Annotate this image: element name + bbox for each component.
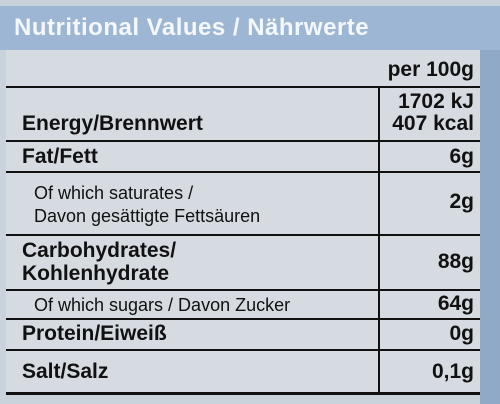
rule <box>6 140 480 142</box>
value: 2g <box>449 190 474 213</box>
title: Nutritional Values / Nährwerte <box>14 14 370 41</box>
value: 407 kcal <box>392 112 474 135</box>
row-label: Fat/Fett <box>22 145 98 168</box>
rule <box>6 234 480 236</box>
row-label: Carbohydrates/ <box>22 239 177 262</box>
row-label: Kohlenhydrate <box>22 262 170 285</box>
value: 6g <box>449 145 474 168</box>
column-header: per 100g <box>387 58 474 81</box>
value: 88g <box>437 250 474 273</box>
rule <box>6 349 480 351</box>
rule <box>6 392 480 395</box>
rule <box>6 289 480 291</box>
value: 0,1g <box>431 360 474 383</box>
value: 64g <box>437 292 474 315</box>
column-divider <box>378 86 380 394</box>
row-label: Davon gesättigte Fettsäuren <box>34 206 261 226</box>
row-label: Energy/Brennwert <box>22 112 203 135</box>
package-edge <box>480 50 500 404</box>
rule <box>6 86 480 88</box>
header-band <box>0 6 500 50</box>
value: 0g <box>449 322 474 345</box>
row-label: Of which sugars / Davon Zucker <box>34 295 291 315</box>
row-label: Protein/Eiweiß <box>22 322 167 345</box>
rule <box>6 318 480 320</box>
table-body <box>6 50 480 394</box>
value: 1702 kJ <box>398 90 474 113</box>
rule <box>6 171 480 173</box>
row-label: Salt/Salz <box>22 360 109 383</box>
row-label: Of which saturates / <box>34 183 194 203</box>
